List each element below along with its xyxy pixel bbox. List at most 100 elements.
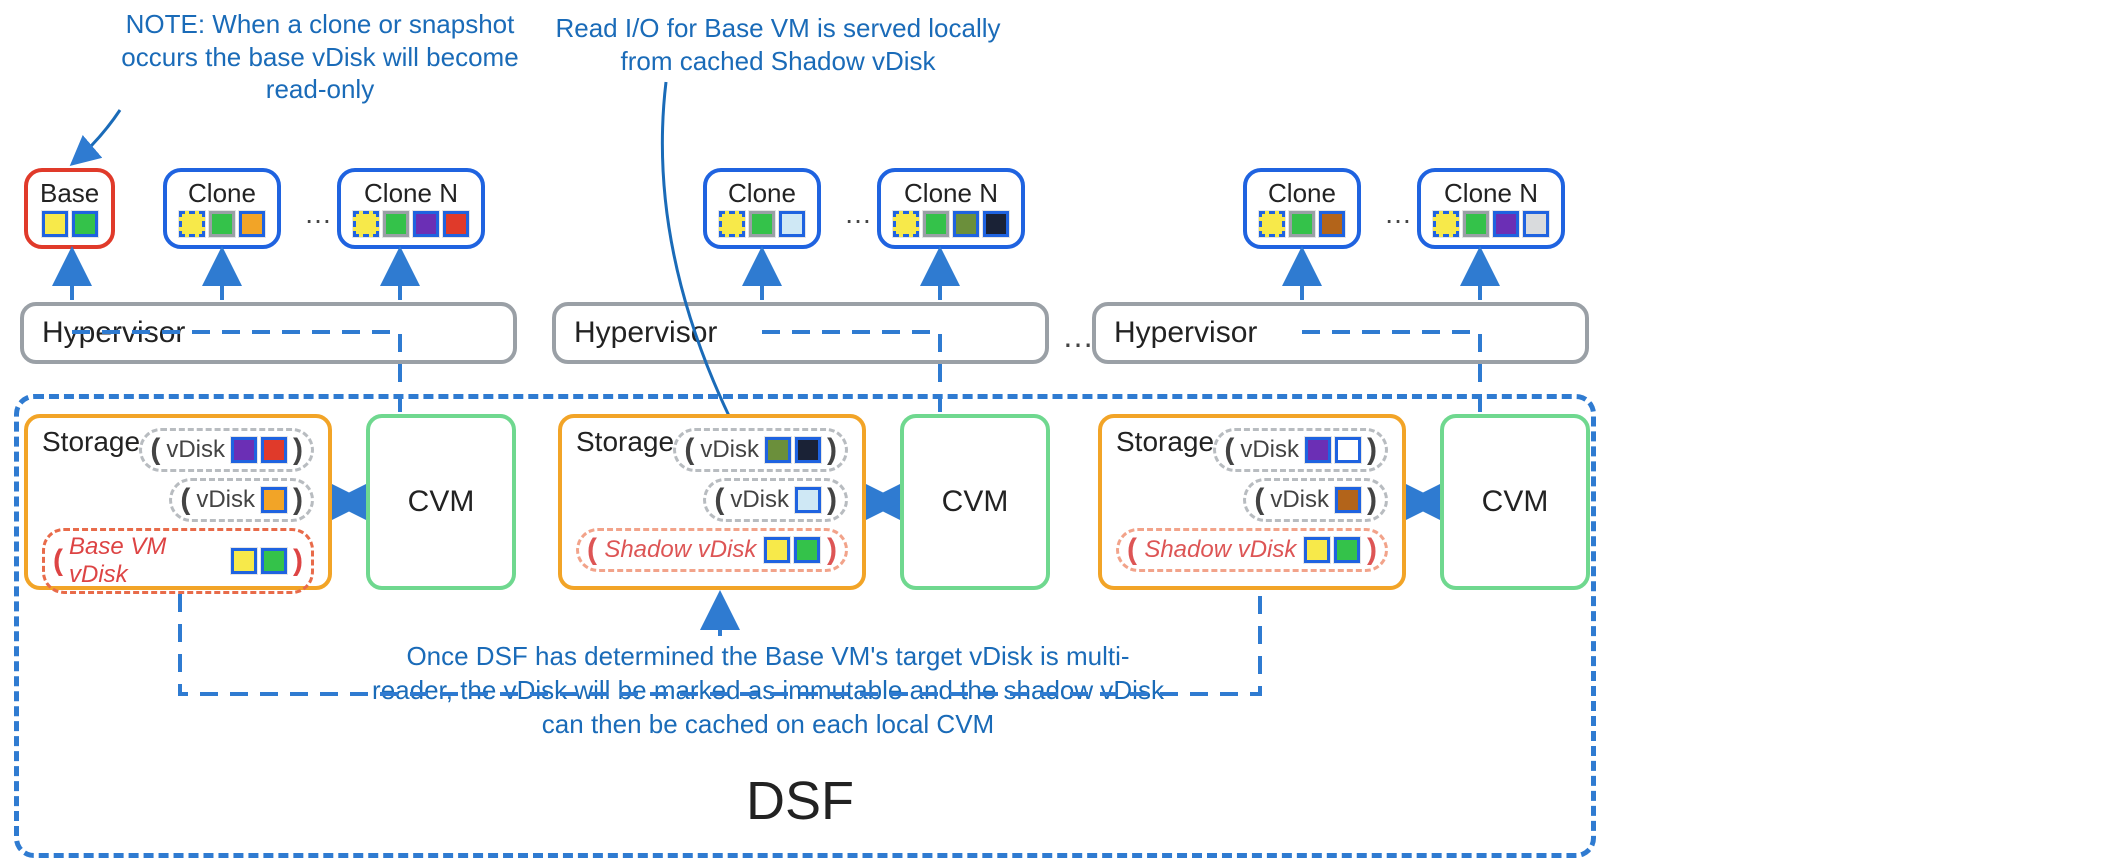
ellipsis: … [1384,198,1412,230]
base-vdisk-label: Base VM vDisk [69,533,225,589]
vm-sq [42,211,68,237]
vdisk-label: vDisk [1270,486,1329,514]
ellipsis: … [304,198,332,230]
vm-sq [1493,211,1519,237]
vm-sq [1289,211,1315,237]
storage-3: Storage ( vDisk ) ( vDisk ) ( Shadow vDi… [1098,414,1406,590]
vm-base-title: Base [40,178,99,209]
vdisk-label: vDisk [700,436,759,464]
vm-sq [749,211,775,237]
vm-clone-n-title: Clone N [364,178,458,209]
vdisk-label: vDisk [166,436,225,464]
vdisk-sq [261,437,287,463]
vdisk-row: ( vDisk ) [1213,428,1388,472]
ellipsis: … [1062,318,1094,355]
shadow-vdisk-row: ( Shadow vDisk ) [1116,528,1388,572]
vm-sq [1463,211,1489,237]
vm-sq [1523,211,1549,237]
cvm-2: CVM [900,414,1050,590]
vm-clone-n-2: Clone N [877,168,1025,249]
vm-sq [239,211,265,237]
vm-clone-n-1: Clone N [337,168,485,249]
vdisk-sq [1305,437,1331,463]
vm-base-squares [42,211,98,237]
vm-sq [1433,211,1459,237]
note-top-left: NOTE: When a clone or snapshot occurs th… [90,8,550,106]
vm-clone-n-squares [1433,211,1549,237]
vdisk-row: ( vDisk ) [703,478,848,522]
vm-sq [413,211,439,237]
vm-clone-squares [1259,211,1345,237]
vm-clone-2: Clone [703,168,821,249]
note-middle: Once DSF has determined the Base VM's ta… [368,640,1168,741]
vm-sq [893,211,919,237]
vdisk-sq [261,548,287,574]
vm-clone-title: Clone [728,178,796,209]
vm-sq [383,211,409,237]
vdisk-sq [261,487,287,513]
vm-clone-n-squares [353,211,469,237]
vm-sq [443,211,469,237]
hypervisor-1: Hypervisor [20,302,517,364]
vdisk-sq [1335,487,1361,513]
paren: ) [293,433,303,467]
hypervisor-3: Hypervisor [1092,302,1589,364]
vdisk-sq [1304,537,1330,563]
vm-sq [953,211,979,237]
vm-sq [779,211,805,237]
vm-sq [923,211,949,237]
vdisk-label: vDisk [196,486,255,514]
vdisk-sq [231,437,257,463]
paren: ) [293,483,303,517]
dsf-label: DSF [720,770,880,832]
vdisk-row: ( vDisk ) [673,428,848,472]
storage-1: Storage ( vDisk ) ( vDisk ) ( Base VM vD… [24,414,332,590]
vdisk-sq [765,437,791,463]
vm-base: Base [24,168,115,249]
paren: ( [150,433,160,467]
vm-sq [353,211,379,237]
vdisk-row: ( vDisk ) [139,428,314,472]
vm-clone-3: Clone [1243,168,1361,249]
vm-clone-n-3: Clone N [1417,168,1565,249]
storage-2: Storage ( vDisk ) ( vDisk ) ( Shadow vDi… [558,414,866,590]
vm-clone-n-title: Clone N [1444,178,1538,209]
vm-sq [1319,211,1345,237]
vdisk-sq [231,548,257,574]
vdisk-sq [1335,437,1361,463]
base-vdisk-row: ( Base VM vDisk ) [42,528,314,594]
vm-sq [179,211,205,237]
vdisk-sq [1334,537,1360,563]
paren: ( [180,483,190,517]
paren: ) [293,544,303,578]
shadow-vdisk-row: ( Shadow vDisk ) [576,528,848,572]
vm-sq [1259,211,1285,237]
vm-sq [983,211,1009,237]
vm-clone-squares [719,211,805,237]
vm-clone-n-squares [893,211,1009,237]
vdisk-row: ( vDisk ) [169,478,314,522]
vm-clone-squares [179,211,265,237]
vm-sq [72,211,98,237]
vdisk-sq [795,487,821,513]
paren: ( [53,544,63,578]
vm-clone-n-title: Clone N [904,178,998,209]
ellipsis: … [844,198,872,230]
cvm-3: CVM [1440,414,1590,590]
vm-clone-title: Clone [188,178,256,209]
vm-clone-title: Clone [1268,178,1336,209]
vdisk-sq [794,537,820,563]
vdisk-row: ( vDisk ) [1243,478,1388,522]
vm-clone-1: Clone [163,168,281,249]
vdisk-sq [795,437,821,463]
vdisk-label: vDisk [730,486,789,514]
cvm-1: CVM [366,414,516,590]
note-top-center: Read I/O for Base VM is served locally f… [528,12,1028,77]
vm-sq [209,211,235,237]
vdisk-label: vDisk [1240,436,1299,464]
hypervisor-2: Hypervisor [552,302,1049,364]
shadow-vdisk-label: Shadow vDisk [604,536,756,564]
vdisk-sq [764,537,790,563]
shadow-vdisk-label: Shadow vDisk [1144,536,1296,564]
vm-sq [719,211,745,237]
